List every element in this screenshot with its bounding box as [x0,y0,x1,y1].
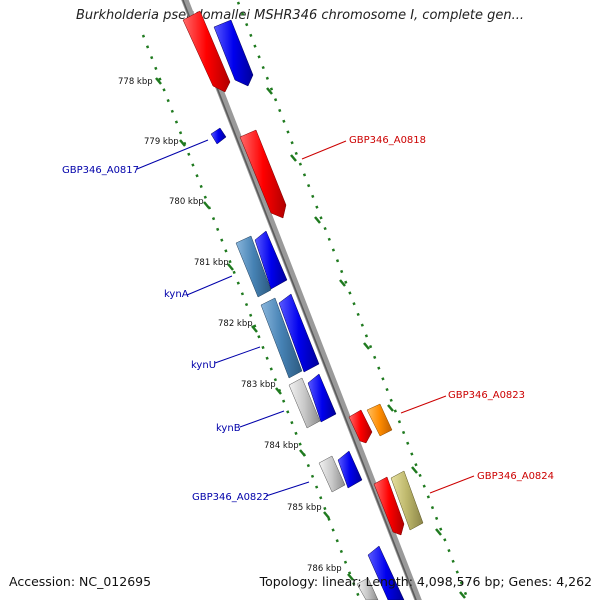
kbp-labels: 778 kbp 779 kbp 780 kbp 781 kbp 782 kbp … [118,77,342,574]
gene-a0823[interactable] [366,403,393,437]
label-leaders [136,139,475,497]
tick-label: 786 kbp [307,564,342,574]
gene-kynB[interactable] [288,377,321,429]
gene-partial[interactable] [356,577,379,600]
genes[interactable] [182,10,424,600]
tick-label: 781 kbp [194,258,229,268]
major-ticks [155,77,466,599]
gene-reverse[interactable] [367,545,405,600]
label-a0822[interactable]: GBP346_A0822 [192,492,269,503]
tick-label: 779 kbp [144,137,179,147]
gene-a0823-red[interactable] [348,409,373,444]
gene-a0817-arrow[interactable] [210,127,227,145]
topology-summary: Topology: linear; Length: 4,098,576 bp; … [259,574,592,589]
gene-reverse[interactable] [254,230,288,290]
gene-reverse[interactable] [213,19,254,87]
label-kynU[interactable]: kynU [191,360,216,371]
gene-a0824[interactable] [390,470,424,531]
accession-text: Accession: NC_012695 [9,574,152,589]
gene-reverse[interactable] [278,293,320,373]
tick-label: 778 kbp [118,77,153,87]
gene-kynA[interactable] [235,235,272,298]
gene-a0818[interactable] [239,129,287,219]
chromosome-backbone [181,0,422,600]
label-a0818[interactable]: GBP346_A0818 [349,135,426,146]
gene-reverse[interactable] [337,450,363,489]
label-a0817[interactable]: GBP346_A0817 [62,165,139,176]
tick-label: 784 kbp [264,441,299,451]
tick-label: 785 kbp [287,503,322,513]
gene-a0822[interactable] [318,455,346,493]
label-a0823[interactable]: GBP346_A0823 [448,390,525,401]
tick-label: 783 kbp [241,380,276,390]
label-a0824[interactable]: GBP346_A0824 [477,471,554,482]
gene-labels[interactable]: GBP346_A0817 kynA kynU kynB GBP346_A0822… [62,135,554,503]
gene-forward[interactable] [182,10,231,93]
gene-a0824-red[interactable] [373,476,405,536]
gene-kynU[interactable] [260,297,303,379]
tick-label: 780 kbp [169,197,204,207]
label-kynA[interactable]: kynA [164,289,189,300]
gene-reverse[interactable] [307,373,337,423]
label-kynB[interactable]: kynB [216,423,241,434]
tick-label: 782 kbp [218,319,253,329]
